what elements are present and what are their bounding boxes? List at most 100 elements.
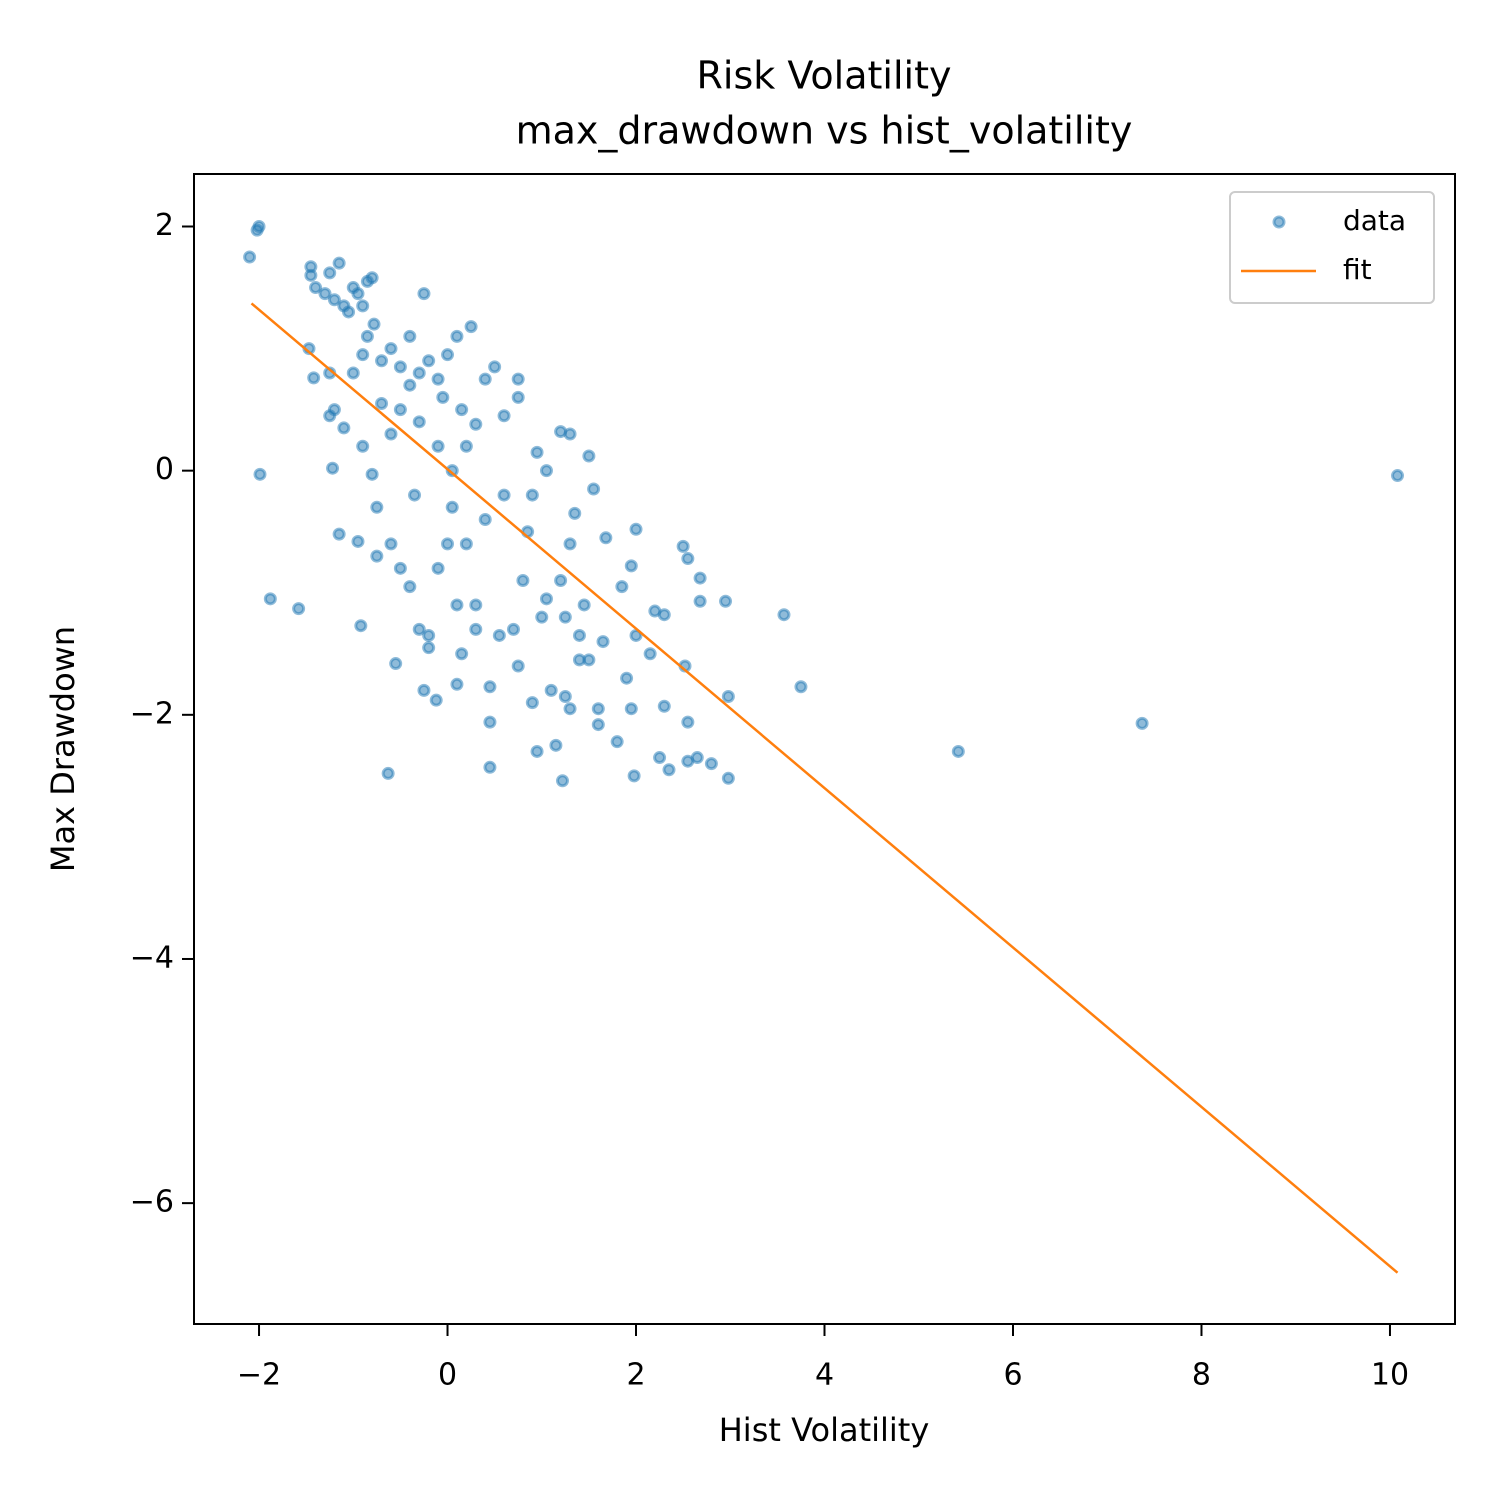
data-point: [681, 552, 695, 566]
data-point: [327, 293, 341, 307]
data-point: [403, 329, 417, 343]
data-point: [591, 702, 605, 716]
data-point: [587, 482, 601, 496]
data-point: [384, 342, 398, 356]
data-point: [643, 647, 657, 661]
data-point: [676, 539, 690, 553]
data-point: [554, 425, 568, 439]
data-point: [393, 360, 407, 374]
data-point: [511, 390, 525, 404]
data-point: [323, 409, 337, 423]
data-point: [365, 271, 379, 285]
data-point: [1135, 716, 1149, 730]
data-point: [243, 250, 257, 264]
data-point: [483, 715, 497, 729]
data-point: [596, 635, 610, 649]
data-point: [441, 348, 455, 362]
x-tick-label: 0: [438, 1358, 457, 1393]
data-point: [318, 287, 332, 301]
data-point: [417, 287, 431, 301]
data-point: [469, 417, 483, 431]
data-point: [384, 537, 398, 551]
data-point: [530, 445, 544, 459]
chart-subtitle: max_drawdown vs hist_volatility: [516, 109, 1133, 153]
legend-label: data: [1343, 204, 1406, 237]
data-point: [356, 348, 370, 362]
data-point: [572, 628, 586, 642]
data-point: [624, 702, 638, 716]
data-point: [478, 372, 492, 386]
data-point: [693, 594, 707, 608]
data-point: [721, 690, 735, 704]
data-point: [488, 360, 502, 374]
data-point: [629, 628, 643, 642]
data-point: [412, 622, 426, 636]
data-point: [304, 268, 318, 282]
data-point: [563, 702, 577, 716]
data-point: [615, 580, 629, 594]
data-point: [431, 372, 445, 386]
data-point: [599, 531, 613, 545]
data-point: [530, 744, 544, 758]
data-point: [422, 628, 436, 642]
data-point: [657, 608, 671, 622]
data-point: [370, 549, 384, 563]
data-point: [445, 464, 459, 478]
data-point: [422, 354, 436, 368]
data-point: [384, 427, 398, 441]
data-point: [332, 527, 346, 541]
data-point: [719, 594, 733, 608]
data-point: [558, 690, 572, 704]
data-point: [624, 559, 638, 573]
data-point: [436, 390, 450, 404]
chart-title: Risk Volatility: [697, 54, 952, 98]
data-point: [516, 574, 530, 588]
data-point: [429, 693, 443, 707]
fit-line: [250, 302, 1399, 1274]
data-point: [307, 371, 321, 385]
data-point: [657, 699, 671, 713]
data-point: [445, 500, 459, 514]
data-point: [253, 467, 267, 481]
x-tick-label: −2: [237, 1358, 281, 1393]
data-point: [422, 641, 436, 655]
data-point: [417, 683, 431, 697]
data-point: [951, 744, 965, 758]
data-point: [370, 500, 384, 514]
data-point: [610, 735, 624, 749]
data-point: [681, 715, 695, 729]
data-point: [375, 397, 389, 411]
data-point: [469, 598, 483, 612]
data-point: [354, 619, 368, 633]
data-point: [483, 680, 497, 694]
data-point: [539, 464, 553, 478]
data-point: [704, 757, 718, 771]
data-point: [403, 378, 417, 392]
data-point: [431, 439, 445, 453]
data-point: [263, 592, 277, 606]
data-point: [356, 439, 370, 453]
data-point: [620, 671, 634, 685]
data-point: [549, 738, 563, 752]
data-point: [351, 287, 365, 301]
data-point: [525, 488, 539, 502]
data-point: [662, 763, 676, 777]
data-point: [337, 421, 351, 435]
data-point: [389, 657, 403, 671]
data-point: [441, 537, 455, 551]
data-point: [469, 622, 483, 636]
data-point: [690, 751, 704, 765]
data-point: [292, 602, 306, 616]
data-point: [360, 329, 374, 343]
data-point: [431, 561, 445, 575]
legend-marker: [1272, 215, 1286, 229]
data-point: [332, 256, 346, 270]
data-point: [627, 769, 641, 783]
data-point: [721, 771, 735, 785]
data-point: [478, 512, 492, 526]
data-point: [555, 774, 569, 788]
data-point: [365, 467, 379, 481]
data-point: [464, 320, 478, 334]
